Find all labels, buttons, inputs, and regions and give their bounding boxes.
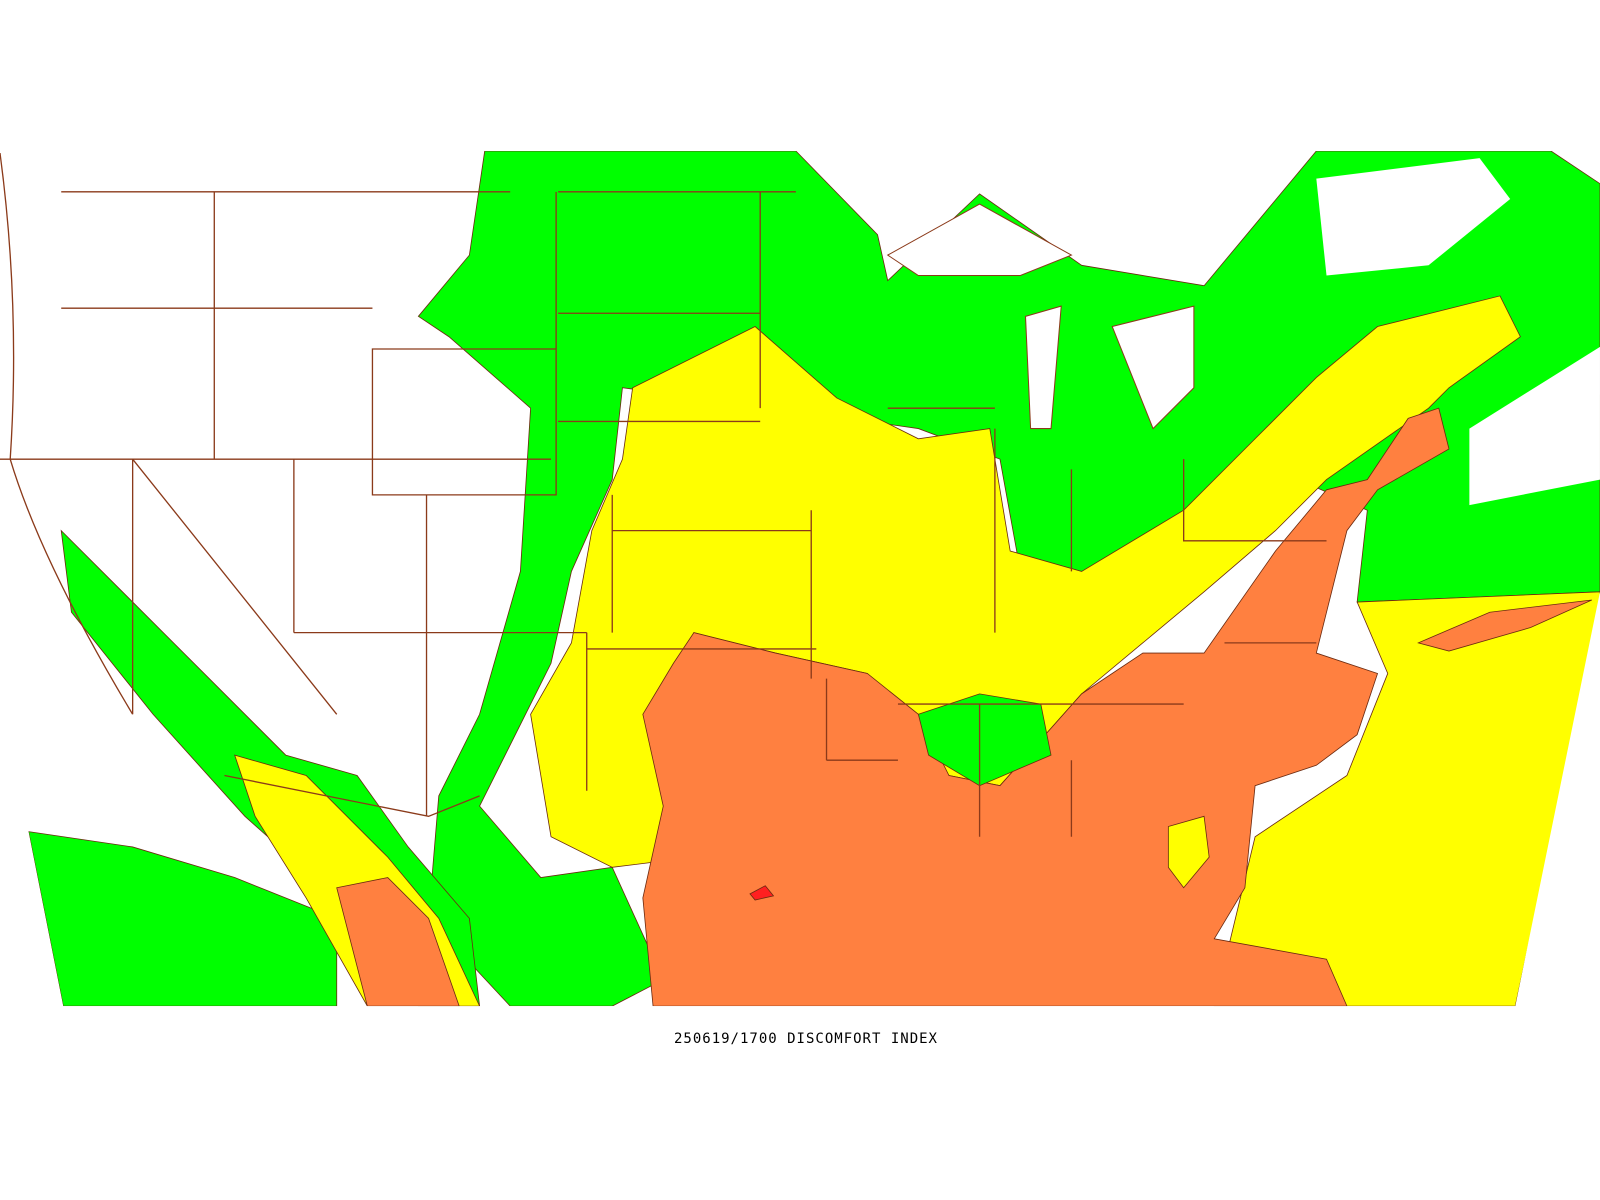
map-caption: 250619/1700 DISCOMFORT INDEX bbox=[674, 1031, 938, 1047]
red-spot bbox=[749, 885, 775, 901]
lake-michigan bbox=[1024, 305, 1062, 430]
orange-mexico bbox=[336, 877, 460, 1007]
ocean-white bbox=[1469, 346, 1600, 506]
quebec-white bbox=[1316, 158, 1511, 276]
map bbox=[0, 151, 1600, 1007]
yellow-florida bbox=[1167, 815, 1210, 889]
yellow-central bbox=[530, 295, 1521, 868]
lake-superior bbox=[886, 203, 1073, 277]
lake-huron bbox=[1111, 305, 1195, 430]
yellow-atlantic bbox=[1213, 591, 1600, 1007]
orange-atlantic bbox=[1417, 599, 1592, 652]
green-tennessee bbox=[917, 693, 1052, 787]
state-borders bbox=[0, 152, 1327, 837]
contour-fill bbox=[0, 151, 1600, 1007]
